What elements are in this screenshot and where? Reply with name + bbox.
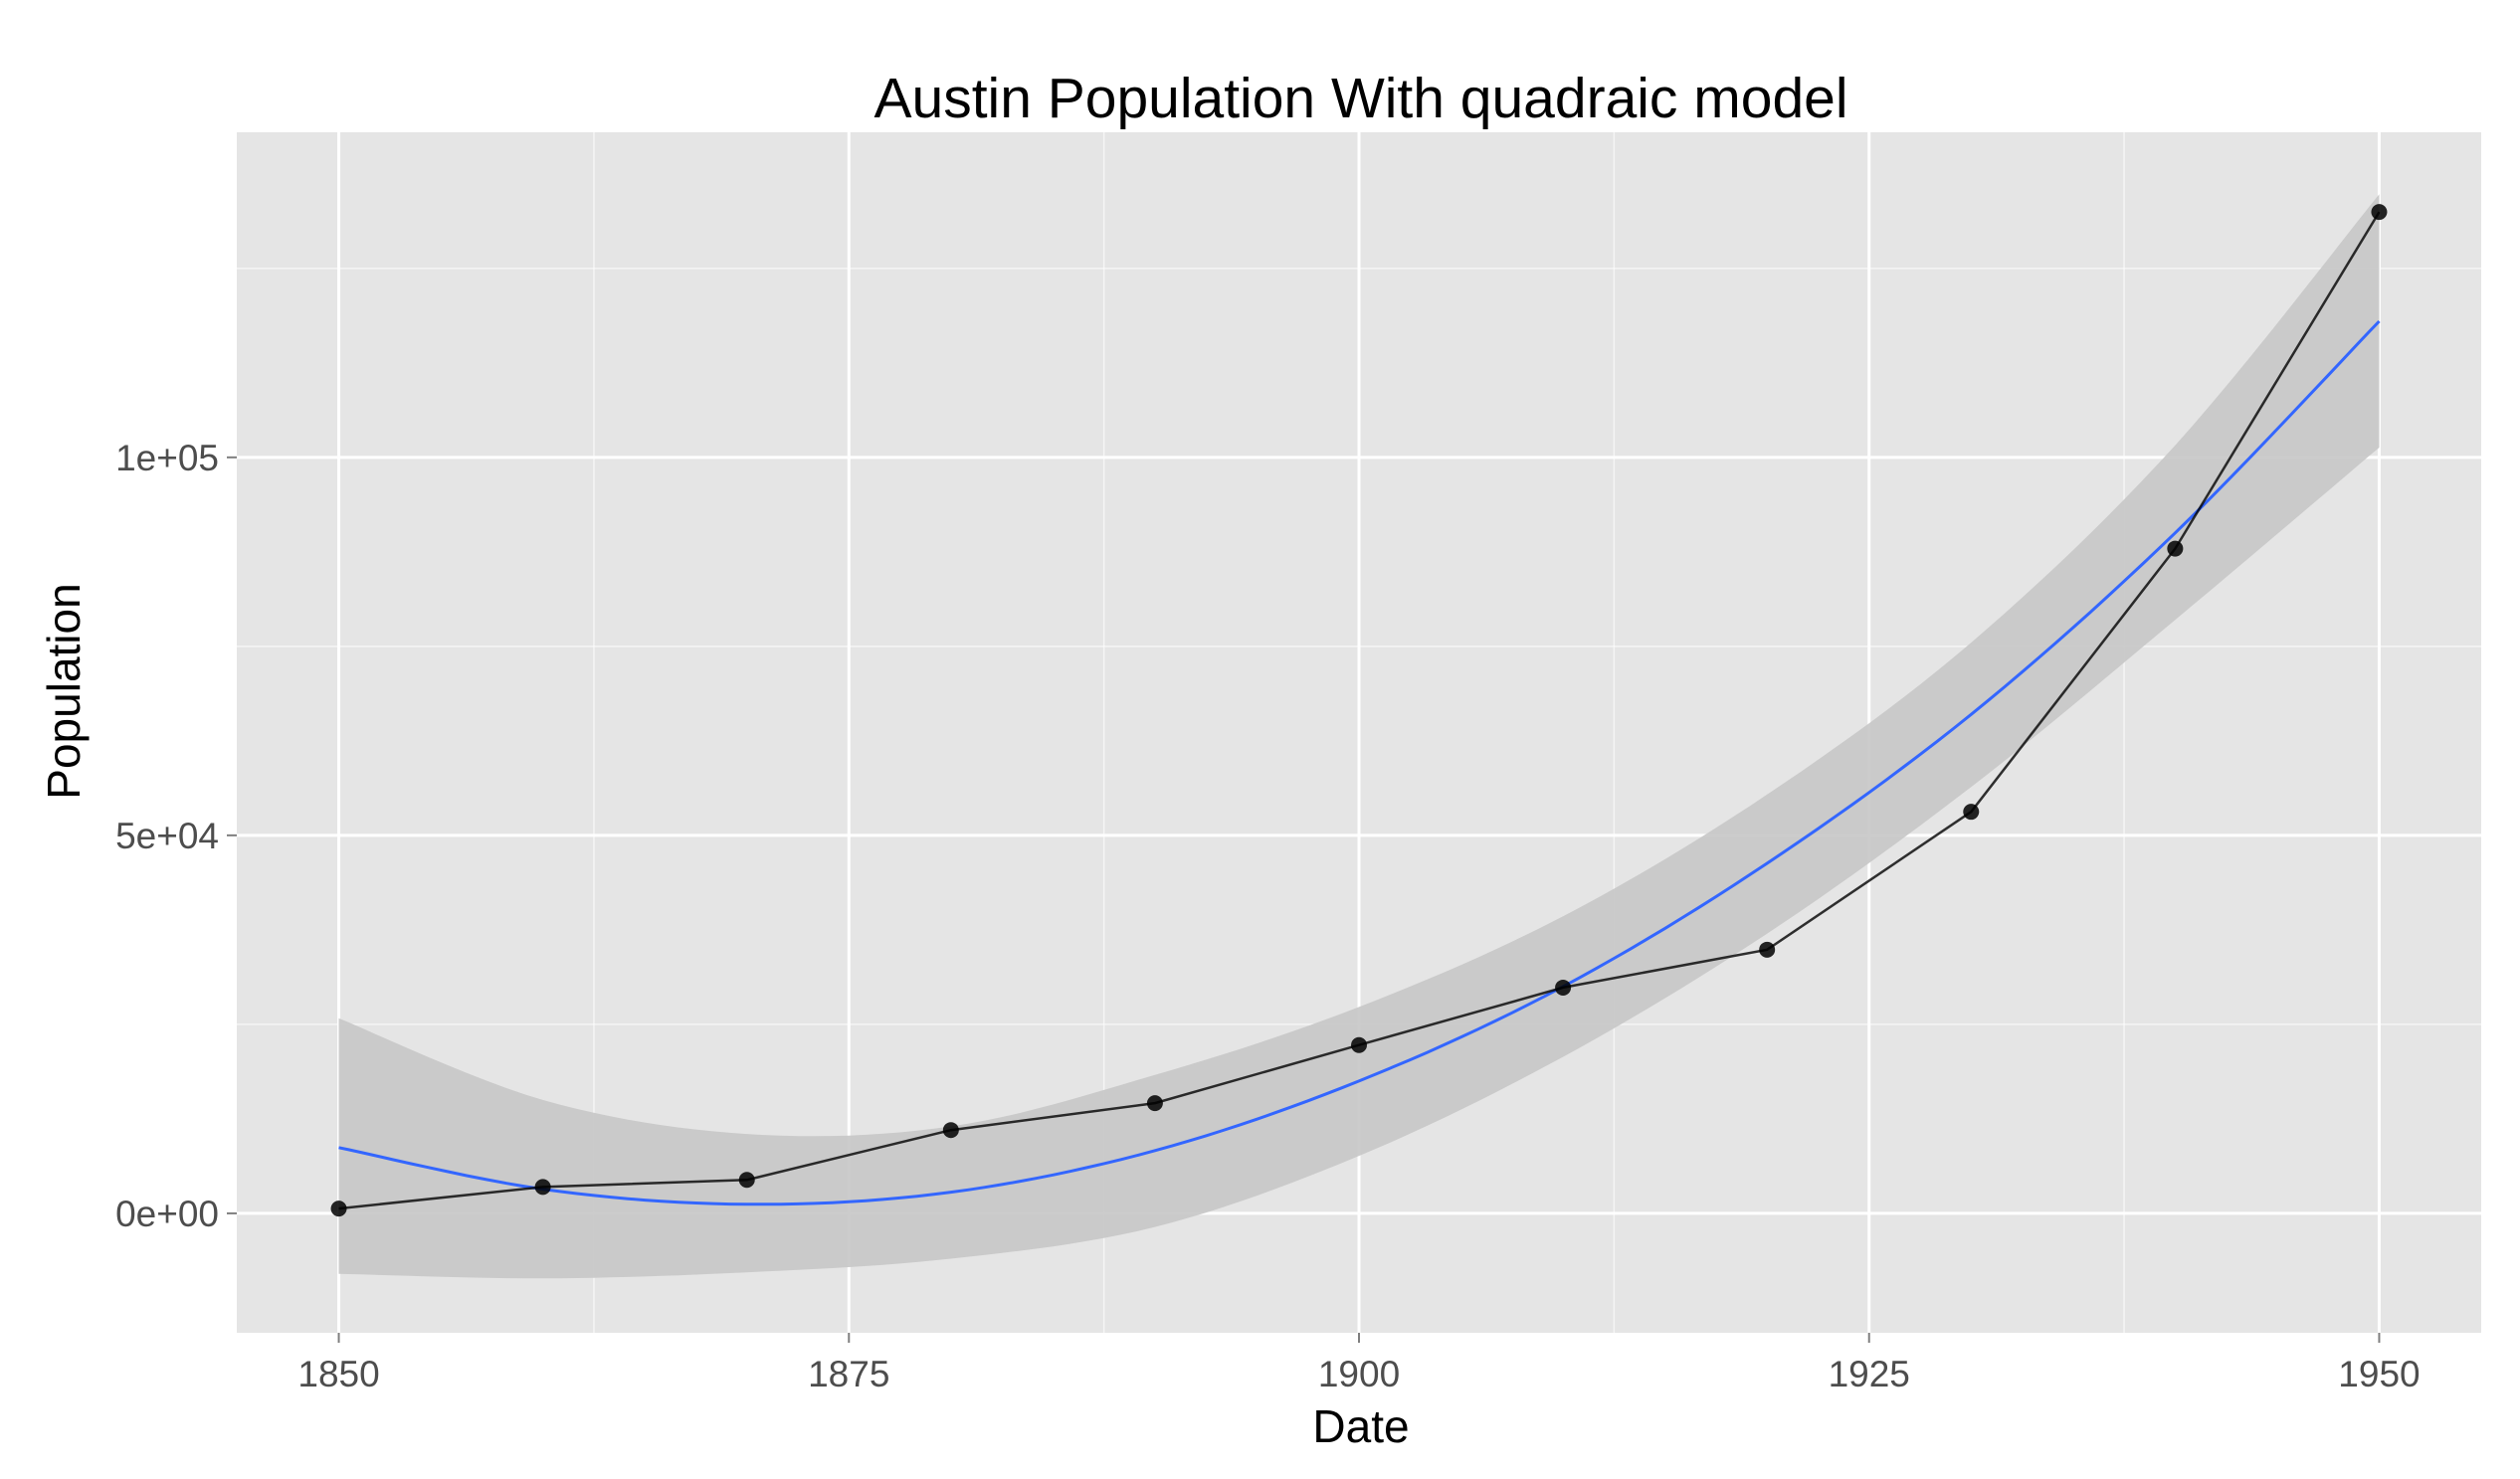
fit-line-layer xyxy=(338,319,2381,1206)
x-tick-label: 1850 xyxy=(297,1354,379,1394)
x-tick-label: 1950 xyxy=(2338,1354,2420,1394)
observed-point xyxy=(1963,804,1980,821)
observed-point xyxy=(330,1201,347,1217)
quadratic-fit-line xyxy=(338,319,2381,1206)
observed-point xyxy=(2371,204,2388,221)
y-axis-title: Population xyxy=(38,583,90,799)
observed-series-layer xyxy=(330,204,2388,1217)
observed-point xyxy=(1146,1095,1163,1112)
x-axis-title: Date xyxy=(1312,1400,1409,1452)
observed-point xyxy=(1351,1036,1367,1053)
observed-point xyxy=(942,1122,959,1139)
x-tick-label: 1875 xyxy=(808,1354,889,1394)
x-tick-label: 1925 xyxy=(1829,1354,1910,1394)
y-tick-label: 1e+05 xyxy=(115,438,219,478)
confidence-band-layer xyxy=(338,194,2380,1279)
observed-point xyxy=(2167,540,2184,557)
chart-title: Austin Population With quadraic model xyxy=(873,67,1847,130)
observed-point xyxy=(1759,941,1776,958)
y-tick-label: 5e+04 xyxy=(115,816,219,856)
observed-point xyxy=(534,1179,551,1196)
confidence-band xyxy=(338,194,2380,1279)
observed-point xyxy=(1555,979,1572,996)
x-tick-label: 1900 xyxy=(1318,1354,1400,1394)
axes: 1850 1875 1900 1925 1950 0e+00 5e+04 1e+05 xyxy=(115,438,2421,1394)
observed-point xyxy=(738,1172,755,1189)
y-tick-label: 0e+00 xyxy=(115,1194,219,1234)
